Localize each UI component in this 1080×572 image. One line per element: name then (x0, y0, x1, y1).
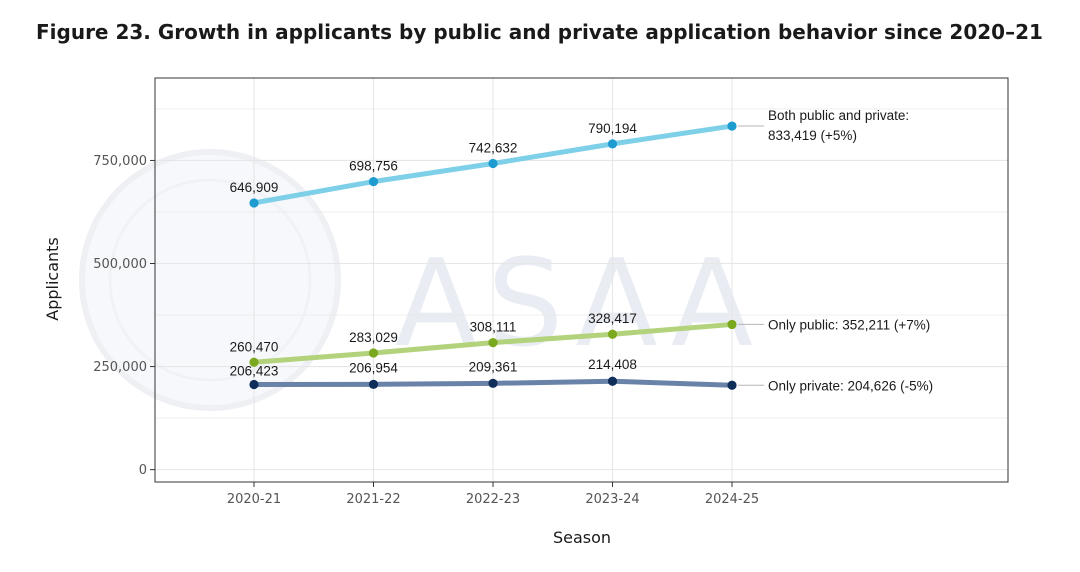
y-axis: 0 250,000 500,000 750,000 (93, 154, 155, 478)
data-point-both (249, 198, 259, 208)
data-point-private (607, 376, 618, 386)
end-label-public: Only public: 352,211 (+7%) (768, 317, 930, 332)
gridlines (155, 78, 1008, 482)
data-label-private: 206,423 (230, 364, 279, 379)
data-point-public (488, 338, 498, 348)
y-tick-label: 250,000 (93, 360, 147, 375)
data-point-private (488, 378, 498, 388)
data-label-public: 260,470 (230, 339, 279, 354)
figure-title: Figure 23. Growth in applicants by publi… (36, 20, 1043, 44)
y-tick-label: 750,000 (93, 154, 147, 169)
x-tick-label: 2022-23 (466, 492, 520, 507)
data-label-public: 283,029 (349, 330, 398, 345)
watermark-logo: ASAA (79, 149, 763, 411)
data-point-private (249, 379, 259, 390)
plot-panel (154, 77, 1009, 483)
x-tick-label: 2024-25 (705, 492, 759, 507)
end-label-private: Only private: 204,626 (-5%) (768, 378, 933, 393)
data-label-both: 790,194 (588, 121, 637, 136)
x-axis-title: Season (553, 528, 611, 547)
data-point-both (607, 139, 618, 149)
data-label-layer: 646,909 698,756 742,632 790,194 Both public … (230, 108, 934, 393)
series-public (249, 319, 737, 367)
data-label-public: 328,417 (588, 311, 637, 326)
x-axis: 2020-21 2021-22 2022-23 2023-24 2024-25 (227, 482, 759, 507)
y-axis-title: Applicants (43, 237, 62, 321)
x-tick-label: 2020-21 (227, 492, 281, 507)
data-point-private (368, 379, 379, 389)
y-tick-label: 0 (139, 463, 147, 478)
data-label-public: 308,111 (470, 320, 517, 335)
data-point-public (727, 319, 737, 330)
series-private (249, 376, 737, 390)
data-point-public (249, 357, 259, 367)
series-both (249, 121, 737, 208)
y-tick-label: 500,000 (93, 257, 147, 272)
data-point-both (368, 176, 379, 187)
data-label-private: 206,954 (349, 360, 398, 375)
data-point-both (727, 121, 737, 131)
x-tick-label: 2023-24 (585, 492, 639, 507)
data-label-both: 742,632 (469, 140, 518, 155)
data-point-public (607, 329, 618, 339)
end-label-both: Both public and private: (768, 108, 909, 123)
data-label-private: 209,361 (469, 359, 518, 374)
end-label-both: 833,419 (+5%) (768, 128, 857, 143)
data-point-public (368, 348, 379, 358)
data-label-both: 646,909 (230, 180, 279, 195)
watermark-text: ASAA (395, 235, 763, 374)
data-point-both (488, 158, 498, 169)
data-label-private: 214,408 (588, 357, 637, 372)
x-tick-label: 2021-22 (346, 492, 400, 507)
series-layer (249, 121, 737, 390)
data-point-private (727, 380, 737, 390)
data-label-both: 698,756 (349, 159, 398, 174)
